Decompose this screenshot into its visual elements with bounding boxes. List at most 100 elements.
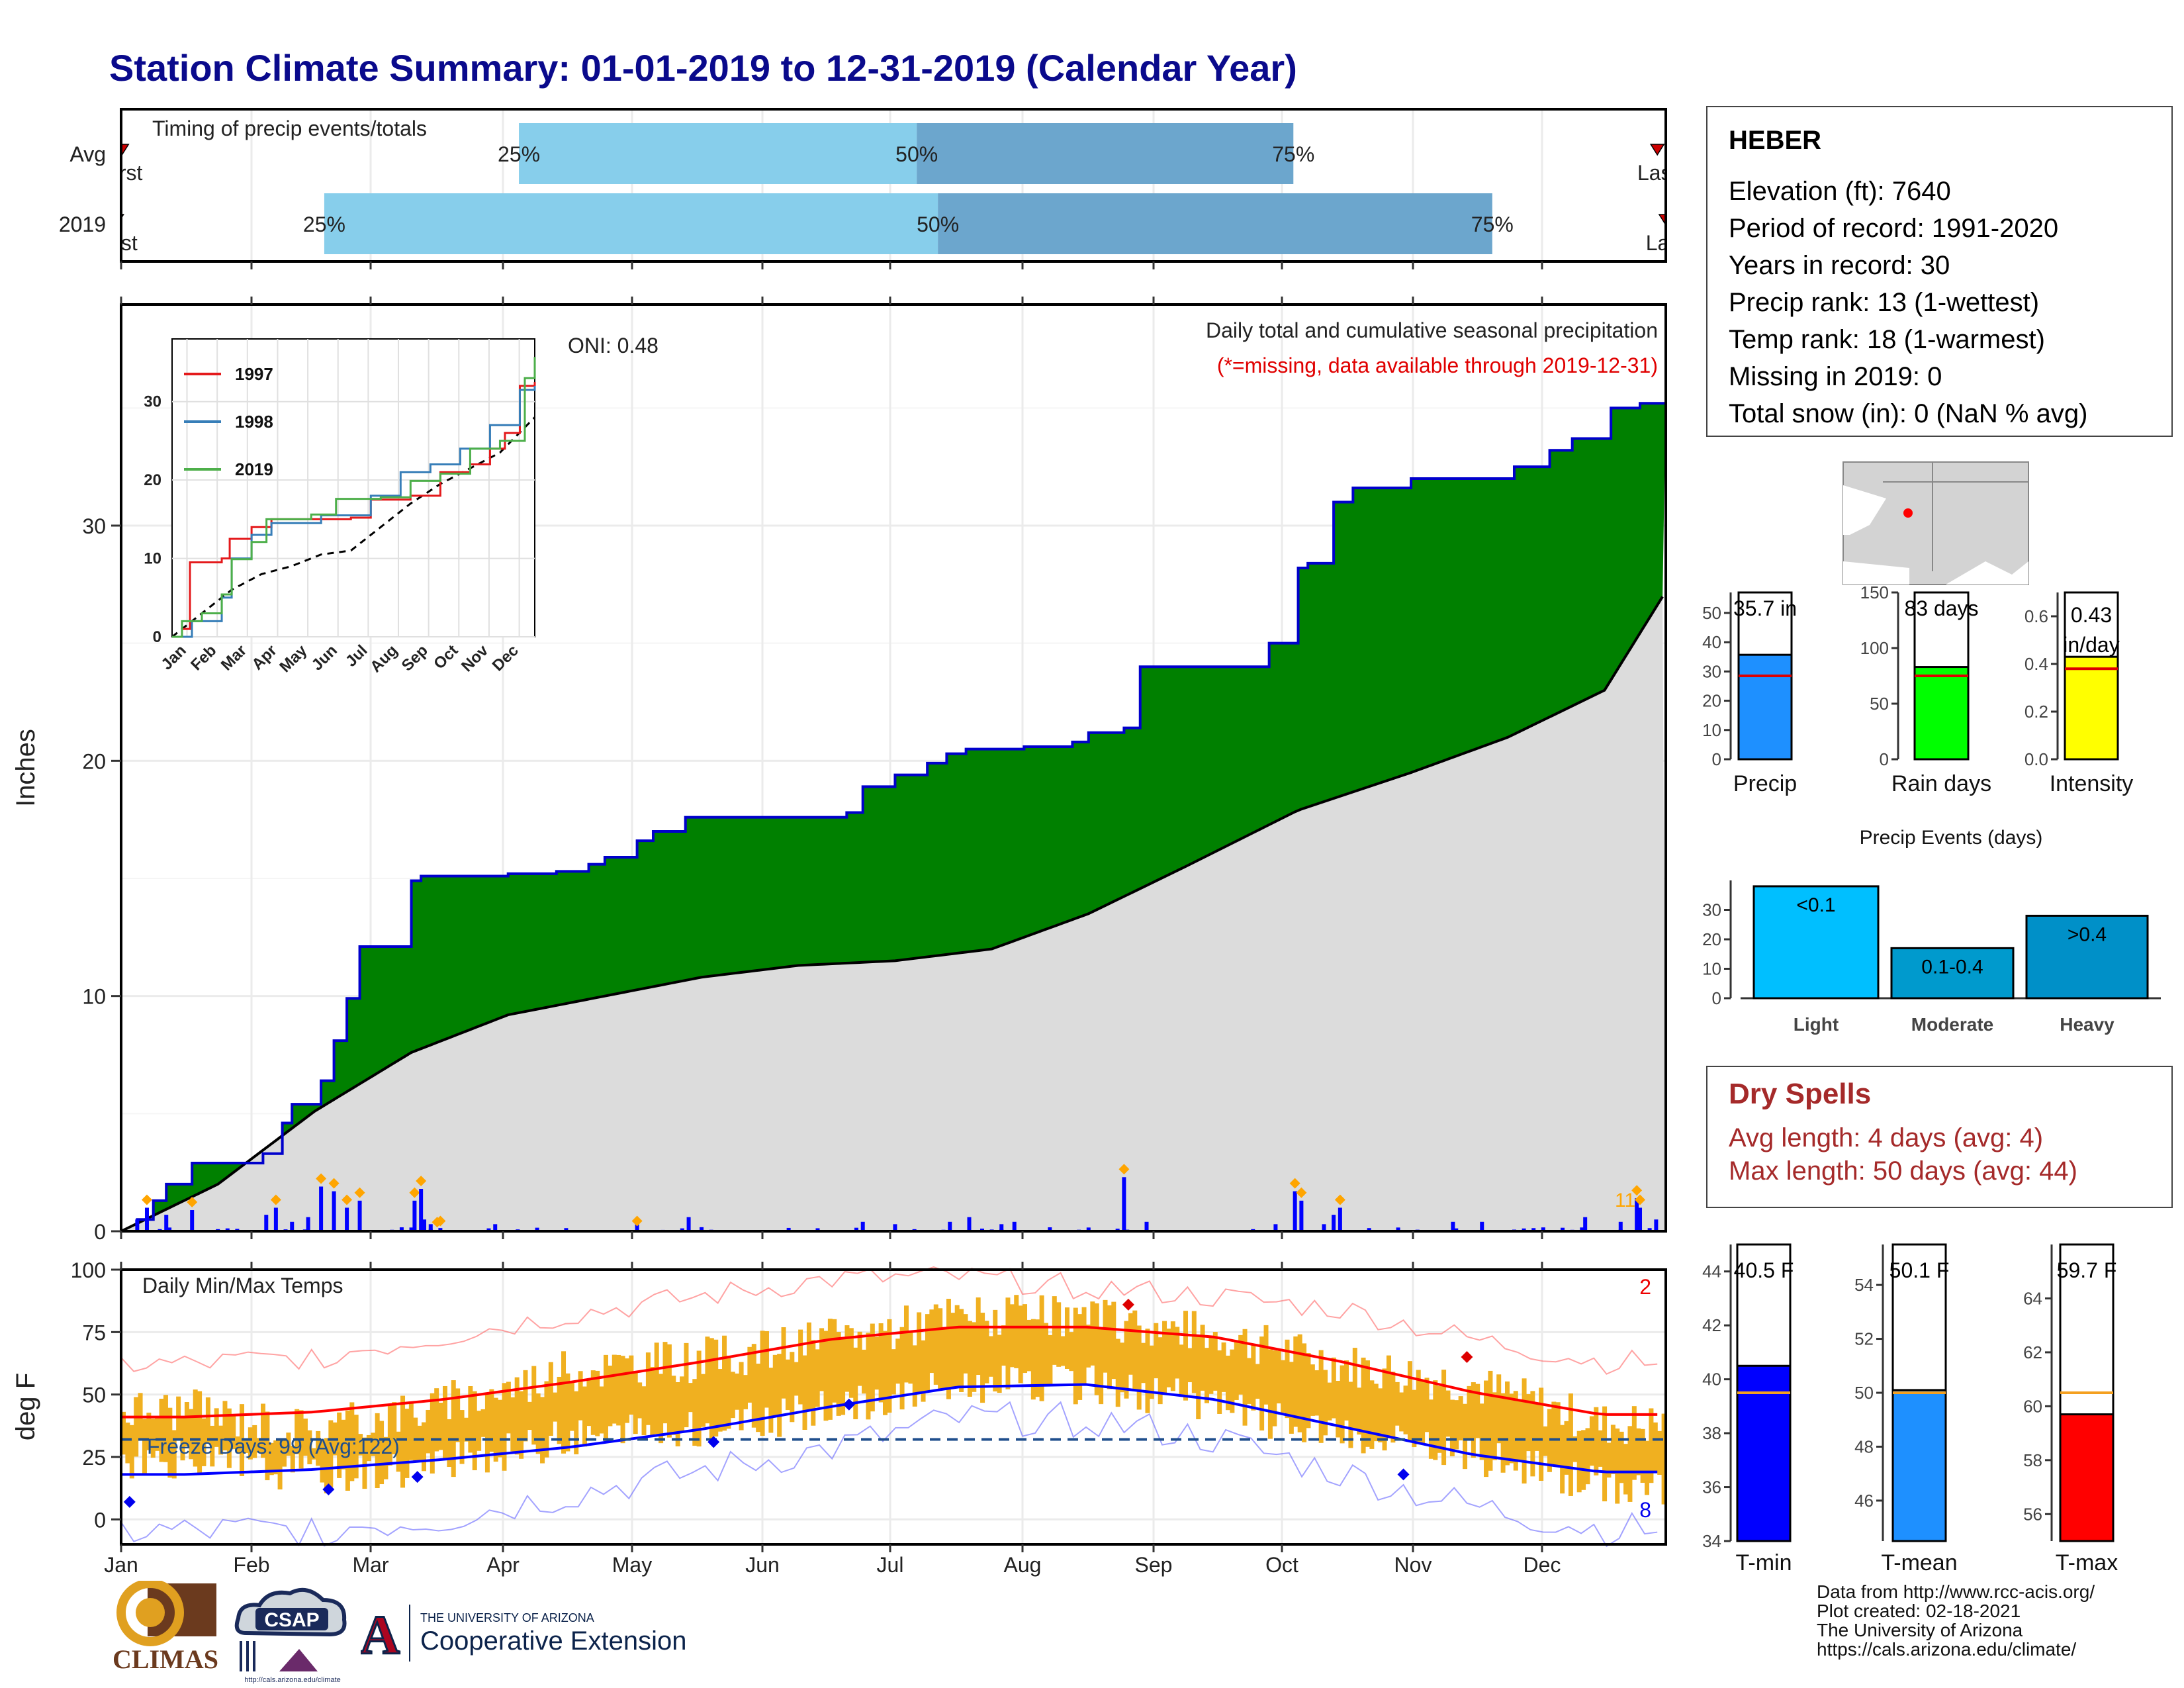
summary-bar — [1737, 653, 1793, 761]
temp-daily-bar — [1357, 1387, 1362, 1435]
page-title: Station Climate Summary: 01-01-2019 to 1… — [109, 47, 1297, 89]
precip-daily-bar — [332, 1191, 336, 1231]
event-bar-value: <0.1 — [1796, 894, 1835, 916]
temp-daily-bar — [1039, 1295, 1044, 1401]
temp-summary-ytick-label: 56 — [2023, 1504, 2042, 1524]
timing-last-marker — [1649, 144, 1665, 156]
summary-ytick-label: 0.6 — [2025, 606, 2048, 626]
temp-daily-bar — [434, 1388, 439, 1452]
temp-daily-bar — [954, 1305, 960, 1387]
temp-daily-bar — [341, 1419, 346, 1470]
temp-daily-bar — [972, 1322, 977, 1392]
oni-value: ONI: 0.48 — [568, 334, 659, 357]
timing-title: Timing of precip events/totals — [152, 117, 427, 140]
temp-daily-bar — [806, 1322, 811, 1411]
temp-daily-bar — [603, 1354, 608, 1442]
temp-daily-bar — [722, 1335, 727, 1431]
temp-daily-bar — [1412, 1389, 1417, 1448]
temp-daily-bar — [1336, 1380, 1341, 1438]
timing-bar-late — [938, 193, 1492, 254]
temp-daily-bar — [1276, 1350, 1281, 1404]
temp-daily-bar — [430, 1393, 435, 1474]
temp-daily-bar — [121, 1411, 126, 1455]
precip-extreme-marker — [1289, 1178, 1300, 1189]
timing-p75-label: 75% — [1272, 142, 1314, 166]
dry-spells-max: Max length: 50 days (avg: 44) — [1729, 1156, 2077, 1186]
temp-record-low-marker — [842, 1398, 855, 1411]
temp-ytick-label: 75 — [82, 1321, 106, 1344]
temp-daily-bar — [574, 1391, 579, 1454]
csap-logo: CSAP http://cals.arizona.edu/climate — [234, 1587, 347, 1684]
precip-daily-bar — [1332, 1215, 1336, 1231]
temp-daily-bar — [1496, 1374, 1502, 1444]
precip-extreme-marker — [141, 1194, 152, 1205]
temp-daily-bar — [1344, 1360, 1349, 1421]
temp-daily-bar — [1001, 1325, 1007, 1366]
month-axis-label: Apr — [486, 1553, 520, 1577]
temp-daily-bar — [1390, 1372, 1396, 1443]
temp-daily-bar — [887, 1319, 892, 1413]
temp-daily-bar — [1433, 1380, 1438, 1460]
temp-daily-bar — [1555, 1402, 1561, 1467]
temp-daily-bar — [997, 1335, 1002, 1393]
timing-p25-label: 25% — [303, 212, 345, 236]
temp-daily-bar — [548, 1362, 553, 1436]
temp-daily-bar — [295, 1409, 300, 1454]
month-axis-label: Oct — [1265, 1553, 1298, 1577]
timing-bar-late — [917, 123, 1294, 184]
temp-ylabel: deg F — [11, 1373, 40, 1440]
temp-daily-bar — [1534, 1403, 1539, 1451]
temp-daily-bar — [1420, 1380, 1426, 1444]
temp-daily-bar — [616, 1354, 621, 1426]
temp-daily-bar — [1267, 1349, 1273, 1439]
precip-daily-bar — [1583, 1217, 1588, 1231]
temp-daily-bar — [1492, 1392, 1497, 1460]
inset-frame — [171, 338, 535, 637]
temp-daily-bar — [1471, 1382, 1476, 1458]
temp-daily-bar — [641, 1386, 647, 1436]
temp-daily-bar — [963, 1314, 968, 1374]
temp-summary-ytick-label: 60 — [2023, 1396, 2042, 1416]
temp-daily-bar — [129, 1425, 134, 1479]
precip-extreme-marker — [328, 1178, 340, 1189]
map-outside-region — [1843, 485, 1886, 535]
precip-daily-bar — [1522, 1228, 1526, 1231]
temp-daily-bar — [1348, 1382, 1353, 1448]
temp-daily-bar — [362, 1437, 367, 1489]
temp-daily-bar — [1399, 1392, 1404, 1432]
temp-daily-bar — [811, 1340, 816, 1426]
events-ytick-label: 0 — [1712, 988, 1721, 1008]
precip-daily-bar — [635, 1224, 639, 1231]
station-snow: Total snow (in): 0 (NaN % avg) — [1729, 399, 2088, 428]
temp-daily-bar — [1014, 1295, 1019, 1368]
precip-daily-bar — [486, 1228, 491, 1231]
temp-daily-bar — [1212, 1332, 1218, 1391]
temp-daily-bar — [959, 1309, 964, 1392]
precip-daily-bar — [854, 1227, 858, 1231]
temp-daily-bar — [713, 1339, 719, 1437]
temp-daily-bar — [1581, 1430, 1586, 1490]
precip-flag-count: 11 — [1615, 1190, 1635, 1211]
temp-daily-bar — [1293, 1336, 1298, 1427]
temp-daily-bar — [988, 1336, 993, 1377]
temp-daily-bar — [726, 1355, 731, 1429]
temp-daily-bar — [1136, 1325, 1142, 1410]
temp-daily-bar — [514, 1377, 520, 1455]
temp-daily-bar — [756, 1364, 761, 1432]
temp-daily-bar — [866, 1333, 871, 1420]
inset-legend-label: 1998 — [235, 412, 273, 432]
precip-daily-bar — [1647, 1228, 1652, 1231]
temp-daily-bar — [1272, 1350, 1277, 1427]
temp-daily-bar — [1606, 1442, 1612, 1478]
inset-ytick-label: 20 — [144, 471, 161, 489]
precip-daily-bar — [1638, 1207, 1643, 1231]
temp-daily-bar — [1310, 1364, 1315, 1416]
month-axis-label: Aug — [1004, 1553, 1042, 1577]
climas-logo: CLIMAS — [113, 1581, 218, 1674]
temp-summary-label: T-min — [1736, 1550, 1792, 1575]
station-name: HEBER — [1729, 126, 1822, 155]
temp-daily-bar — [134, 1397, 139, 1457]
temp-daily-bar — [472, 1391, 477, 1471]
temp-daily-bar — [599, 1386, 604, 1434]
